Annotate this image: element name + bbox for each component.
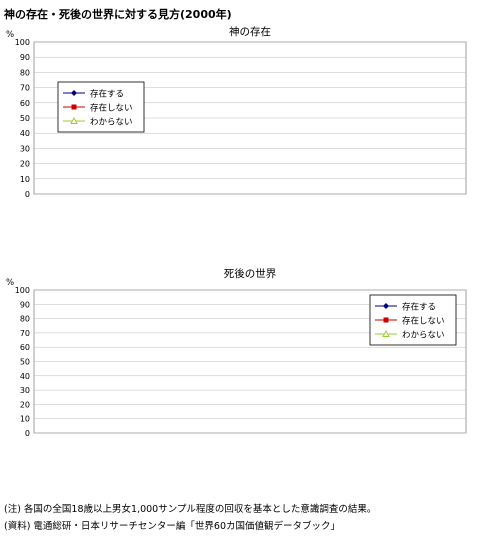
y-tick-label: 30	[20, 386, 30, 395]
y-tick-label: 20	[20, 400, 30, 409]
y-tick-label: 100	[15, 286, 30, 295]
y-tick-label: 80	[20, 315, 30, 324]
y-tick-label: 0	[25, 190, 30, 199]
page-title: 神の存在・死後の世界に対する見方(2000年)	[4, 8, 232, 21]
marker-square	[71, 104, 77, 110]
y-axis-unit: %	[6, 278, 14, 288]
chart-title: 死後の世界	[224, 267, 277, 280]
marker-diamond	[71, 90, 77, 96]
y-tick-label: 0	[25, 429, 30, 438]
legend-label: 存在しない	[90, 103, 133, 114]
marker-diamond	[383, 303, 389, 309]
chart-god: 神の存在% 0 10 20 30 40 50 60 70 80 90 100 存在する存在しないわからな…	[6, 25, 467, 199]
marker-triangle	[70, 116, 78, 124]
legend-label: わからない	[90, 118, 133, 128]
y-tick-label: 40	[20, 372, 30, 381]
y-tick-label: 30	[20, 144, 30, 153]
y-tick-label: 10	[20, 175, 30, 184]
y-tick-label: 20	[20, 160, 30, 169]
marker-square	[383, 317, 389, 323]
y-tick-label: 70	[20, 84, 30, 93]
chart-afterlife: 死後の世界% 0 10 20 30 40 50 60 70 80 90 100 存在する存在しないわから…	[6, 267, 467, 438]
marker-triangle	[382, 329, 390, 337]
legend-label: 存在する	[90, 89, 124, 100]
legend-label: 存在しない	[402, 316, 445, 327]
y-tick-label: 70	[20, 329, 30, 338]
y-tick-label: 10	[20, 415, 30, 424]
legend-label: 存在する	[402, 302, 436, 313]
footnotes: (注) 各国の全国18歳以上男女1,000サンプル程度の回収を基本とした意識調査…	[4, 501, 376, 535]
y-tick-label: 50	[20, 114, 30, 123]
y-tick-label: 50	[20, 358, 30, 367]
y-tick-label: 60	[20, 99, 30, 108]
note-text: (注) 各国の全国18歳以上男女1,000サンプル程度の回収を基本とした意識調査…	[4, 504, 377, 515]
y-axis-unit: %	[6, 30, 14, 40]
y-tick-label: 100	[15, 38, 30, 47]
y-tick-label: 80	[20, 68, 30, 77]
y-tick-label: 90	[20, 53, 30, 62]
chart-title: 神の存在	[229, 25, 271, 38]
y-tick-label: 60	[20, 343, 30, 352]
y-tick-label: 40	[20, 129, 30, 138]
y-tick-label: 90	[20, 300, 30, 309]
legend-label: わからない	[402, 331, 445, 341]
source-text: (資料) 電通総研・日本リサーチセンター編「世界60カ国価値観データブック」	[4, 521, 341, 532]
